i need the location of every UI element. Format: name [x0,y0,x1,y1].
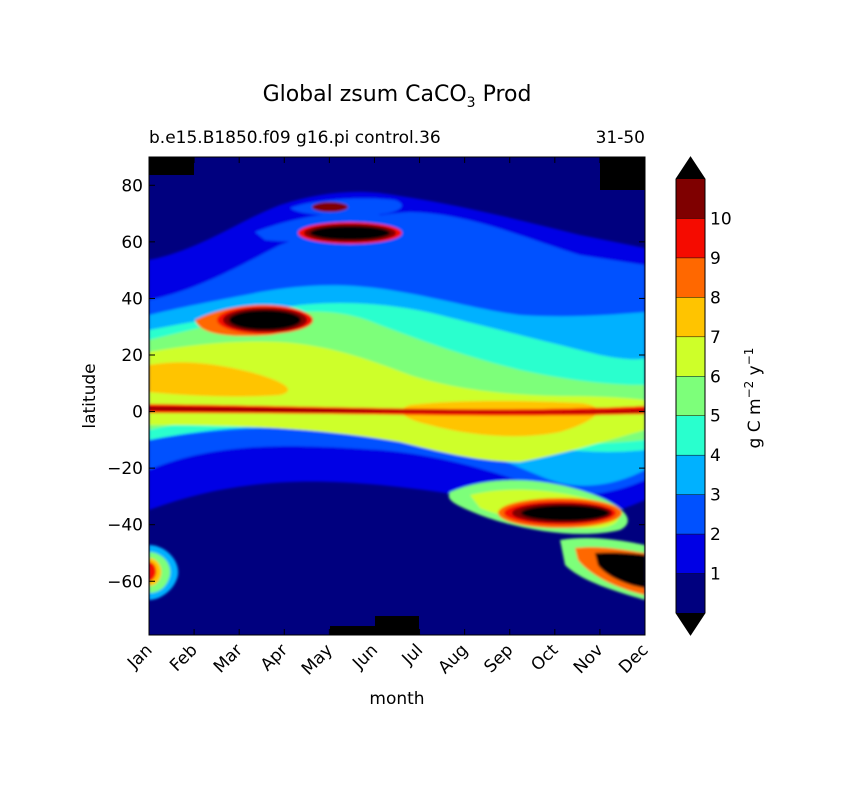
x-tick-label: Jan [123,640,156,673]
chart-subtitle-right: 31-50 [596,128,645,148]
y-axis: −60 −40 −20 0 20 40 60 80 [107,176,645,592]
colorbar-tick-label: 8 [710,288,721,308]
colorbar-band [676,336,705,377]
y-axis-label: latitude [80,363,100,428]
colorbar-tick-label: 9 [710,249,721,269]
y-tick-label: −60 [107,572,143,592]
colorbar-tick-label: 6 [710,367,721,387]
mask-bottom-b [375,616,419,635]
colorbar-band [676,218,705,258]
colorbar: 1 2 3 4 5 6 7 8 9 10 [675,156,732,636]
colorbar-band [676,573,705,613]
x-tick-label: Oct [527,640,562,675]
contour-plot [149,157,645,635]
x-tick-label: Mar [210,640,247,677]
colorbar-tick-label: 4 [710,446,721,466]
x-tick-label: May [298,640,337,679]
colorbar-band [676,179,705,219]
colorbar-under-arrow [676,613,705,635]
contour-band-equator-red [149,404,645,416]
y-tick-label: −20 [107,459,143,479]
mask-top-left [149,157,194,175]
x-tick-label: Apr [257,640,292,675]
plot-frame [148,156,646,636]
y-tick-label: 0 [132,403,143,423]
chart-title: Global zsum CaCO3 Prod [263,82,532,111]
colorbar-tick-label: 7 [710,328,721,348]
colorbar-band [676,376,705,416]
y-tick-label: −40 [107,516,143,536]
x-tick-label: Jul [398,640,427,669]
y-tick-label: 40 [121,289,143,309]
x-tick-label: Aug [435,640,473,678]
colorbar-outline [675,156,706,636]
y-tick-label: 60 [121,233,143,253]
contour-band-equator-dark [149,407,645,413]
colorbar-label: g C m−2 y−1 [742,348,765,449]
colorbar-band [676,455,705,495]
colorbar-band [676,415,705,456]
mask-top-right [600,157,645,190]
x-axis-label: month [369,689,424,709]
contour-band-8 [149,362,289,397]
y-tick-label: 20 [121,346,143,366]
x-tick-label: Jun [348,640,382,674]
y-tick-label: 80 [121,176,143,196]
x-tick-label: Sep [480,640,517,677]
colorbar-band [676,534,705,574]
colorbar-tick-label: 3 [710,486,721,506]
colorbar-tick-label: 5 [710,407,721,427]
x-tick-label: Nov [570,640,608,678]
colorbar-tick-label: 1 [710,565,721,585]
colorbar-band [676,494,705,535]
chart-subtitle-left: b.e15.B1850.f09 g16.pi control.36 [149,128,441,148]
x-tick-label: Dec [615,640,652,677]
contour-peak-56s [595,552,645,588]
mask-bottom [330,626,375,635]
colorbar-tick-label: 10 [710,209,732,229]
colorbar-band [676,297,705,337]
colorbar-over-arrow [676,157,705,179]
x-tick-label: Feb [166,640,201,675]
colorbar-tick-label: 2 [710,525,721,545]
colorbar-band [676,257,705,298]
contour-peak-72n [312,202,348,212]
